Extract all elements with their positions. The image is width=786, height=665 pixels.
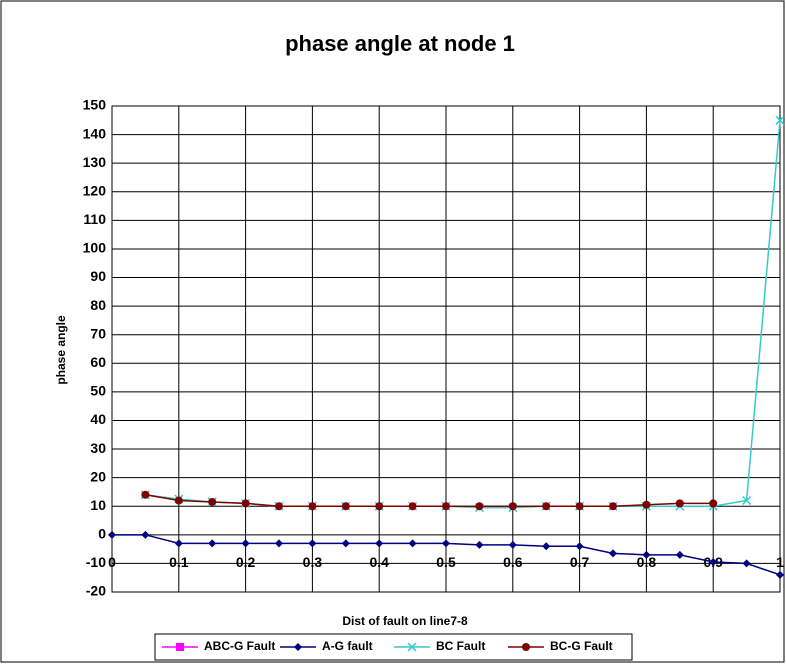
- marker: [141, 490, 150, 499]
- marker: [407, 642, 417, 652]
- y-tick-label: 70: [90, 325, 106, 341]
- y-tick-label: 130: [83, 154, 107, 170]
- marker: [294, 643, 302, 651]
- y-tick-label: 140: [83, 125, 107, 141]
- marker: [241, 539, 250, 548]
- marker: [341, 539, 350, 548]
- marker: [308, 539, 317, 548]
- y-tick-label: 30: [90, 440, 106, 456]
- y-tick-label: -20: [86, 583, 106, 599]
- marker: [308, 502, 317, 511]
- marker: [475, 540, 484, 549]
- x-axis-label: Dist of fault on line7-8: [342, 614, 468, 628]
- y-tick-label: 0: [98, 526, 106, 542]
- marker: [141, 530, 150, 539]
- marker: [609, 502, 617, 511]
- marker: [375, 539, 384, 548]
- marker: [508, 502, 517, 511]
- y-tick-label: 20: [90, 468, 106, 484]
- marker: [208, 497, 217, 506]
- x-tick-label: 0: [108, 554, 116, 570]
- marker: [742, 495, 752, 506]
- y-tick-label: 10: [90, 497, 106, 513]
- marker: [442, 502, 450, 511]
- marker: [709, 557, 718, 566]
- chart-title: phase angle at node 1: [285, 31, 515, 56]
- marker: [275, 539, 283, 548]
- x-tick-label: 0.3: [303, 554, 323, 570]
- marker: [776, 570, 784, 579]
- x-tick-label: 1: [776, 554, 784, 570]
- marker: [174, 496, 183, 505]
- marker: [174, 539, 183, 548]
- series-line: [145, 494, 714, 507]
- legend-label: ABC-G Fault: [204, 639, 275, 653]
- marker: [208, 539, 217, 548]
- marker: [522, 643, 530, 651]
- y-tick-label: 60: [90, 354, 106, 370]
- x-tick-label: 0.1: [169, 554, 189, 570]
- marker: [475, 502, 484, 511]
- marker: [442, 539, 450, 548]
- y-tick-label: 150: [83, 97, 107, 113]
- marker: [241, 499, 250, 508]
- marker: [542, 502, 551, 511]
- marker: [675, 499, 684, 508]
- marker: [742, 559, 751, 568]
- marker: [575, 502, 584, 511]
- marker: [275, 502, 283, 511]
- x-tick-label: 0.6: [503, 554, 523, 570]
- marker: [542, 542, 551, 551]
- y-tick-label: 120: [83, 182, 107, 198]
- legend-box: [154, 633, 633, 661]
- x-tick-label: 0.2: [236, 554, 256, 570]
- x-tick-label: 0.8: [637, 554, 657, 570]
- marker: [642, 550, 651, 559]
- y-tick-label: 90: [90, 268, 106, 284]
- y-tick-label: 80: [90, 297, 106, 313]
- marker: [675, 550, 684, 559]
- x-tick-label: 0.5: [436, 554, 456, 570]
- marker: [408, 502, 417, 511]
- marker: [375, 502, 384, 511]
- x-tick-label: 0.4: [369, 554, 389, 570]
- y-tick-label: 40: [90, 411, 106, 427]
- y-tick-label: -10: [86, 554, 106, 570]
- marker: [341, 502, 350, 511]
- marker: [408, 539, 417, 548]
- marker: [575, 542, 584, 551]
- legend-label: A-G fault: [322, 639, 373, 653]
- marker: [642, 500, 651, 509]
- legend-label: BC Fault: [436, 639, 485, 653]
- y-tick-label: 100: [83, 240, 107, 256]
- marker: [508, 540, 517, 549]
- marker: [176, 643, 184, 651]
- y-tick-label: 50: [90, 383, 106, 399]
- marker: [108, 530, 116, 539]
- x-tick-label: 0.7: [570, 554, 590, 570]
- marker: [775, 115, 785, 125]
- y-tick-label: 110: [83, 211, 106, 227]
- marker: [709, 499, 718, 508]
- legend-label: BC-G Fault: [550, 639, 613, 653]
- marker: [609, 549, 617, 558]
- y-axis-label: phase angle: [54, 315, 68, 385]
